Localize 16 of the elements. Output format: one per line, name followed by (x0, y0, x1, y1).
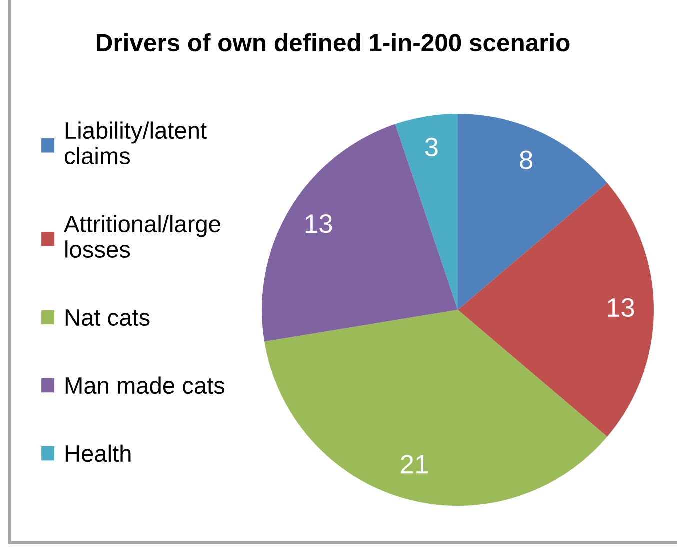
pie-slice (262, 124, 458, 342)
legend-label: Man made cats (66, 376, 225, 394)
chart-title: Drivers of own defined 1-in-200 scenario (96, 33, 570, 52)
legend-label: Nat cats (66, 310, 150, 326)
data-label: 13 (306, 214, 332, 234)
legend-label: Liability/latent claims (64, 122, 207, 165)
data-label: 8 (520, 150, 532, 170)
pie-slice (264, 310, 608, 506)
data-label: 21 (401, 455, 428, 474)
pie-slice (395, 114, 458, 310)
pie-slice (458, 114, 608, 310)
data-label: 3 (425, 138, 438, 157)
pie-slice (458, 183, 654, 437)
legend-label: Attritional/large losses (64, 215, 220, 258)
data-label: 13 (608, 298, 634, 318)
legend-label: Health (66, 444, 131, 462)
